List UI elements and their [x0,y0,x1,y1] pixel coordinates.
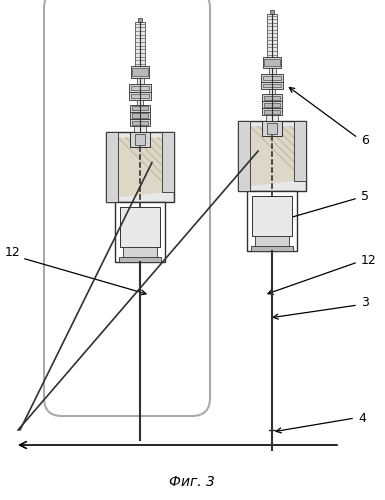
Text: 4: 4 [358,412,366,424]
Bar [262,108,282,116]
Bar [123,248,157,262]
Bar [261,82,283,90]
Bar [131,66,149,78]
Bar [252,196,292,236]
Bar [269,90,275,94]
Bar [132,114,148,117]
Bar [255,236,289,251]
Bar [137,78,144,84]
Bar [115,202,165,262]
Bar [106,132,118,202]
Bar [138,18,142,22]
Bar [247,191,297,251]
Bar [263,84,281,87]
Bar [267,123,277,134]
Bar [262,94,282,101]
Bar [238,121,250,191]
Bar [263,76,281,80]
Bar [120,208,160,248]
Bar [162,132,174,192]
Bar [264,58,280,66]
Bar [135,22,145,66]
Bar [268,68,276,74]
Bar [264,96,280,100]
Bar [119,258,161,262]
Bar [129,92,151,100]
Bar [131,94,149,98]
Text: 12: 12 [5,246,21,260]
Bar [251,246,293,251]
Bar [130,119,150,126]
Bar [132,120,148,125]
Bar [263,56,281,68]
Bar [132,68,148,76]
Bar [266,116,278,121]
Bar [270,10,274,14]
Text: Фиг. 3: Фиг. 3 [169,475,215,489]
Bar [130,104,150,112]
Bar [264,110,280,114]
Polygon shape [250,126,294,186]
Bar [261,74,283,82]
Bar [134,126,146,132]
Bar [130,112,150,119]
Text: 5: 5 [361,190,369,202]
Bar [129,84,151,92]
Text: 6: 6 [361,134,369,146]
Bar [132,106,148,110]
Bar [135,134,145,145]
Bar [130,132,150,148]
Polygon shape [118,138,162,198]
Text: 12: 12 [361,254,377,266]
Bar [238,121,306,191]
Bar [137,100,143,104]
Bar [294,121,306,181]
Bar [106,132,174,202]
Text: 3: 3 [361,296,369,310]
Bar [264,102,280,106]
Bar [262,121,282,136]
Bar [267,14,277,56]
Bar [262,101,282,108]
Bar [131,86,149,90]
